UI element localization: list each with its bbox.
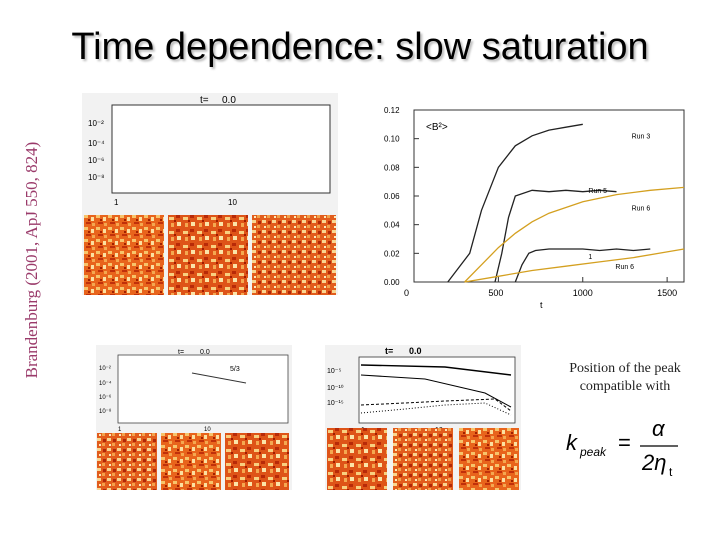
- slope-label: 5/3: [230, 366, 240, 373]
- formula-num: α: [652, 416, 666, 441]
- series-label: Run 5: [588, 188, 607, 195]
- pattern-3a: [327, 428, 387, 490]
- pattern-2c: [225, 433, 289, 490]
- y-tick-label: 0.10: [384, 135, 400, 144]
- y-tick: 10⁻¹⁵: [327, 400, 344, 407]
- time-label: t=: [385, 346, 393, 356]
- formula-lhs-sub: peak: [579, 445, 607, 459]
- spectrum-plot-top: t= 0.0 10⁻² 10⁻⁴ 10⁻⁶ 10⁻⁸ 1 10: [88, 95, 331, 207]
- pattern-3b: [393, 428, 453, 490]
- series-label: Run 6: [632, 205, 651, 212]
- time-value: 0.0: [200, 349, 210, 356]
- peak-formula: k peak = α 2η t: [566, 416, 678, 479]
- spectrum-plot-bottom-left: t= 0.0 5/3 10⁻² 10⁻⁴ 10⁻⁶ 10⁻⁸ 1 10: [99, 349, 289, 433]
- formula-lhs: k: [566, 430, 578, 455]
- y-tick: 10⁻⁶: [99, 394, 112, 401]
- series-line: [464, 248, 685, 283]
- time-value: 0.0: [222, 95, 236, 106]
- y-tick: 10⁻⁶: [88, 156, 104, 165]
- x-tick-label: 1500: [657, 288, 677, 298]
- pattern-2a: [97, 433, 157, 490]
- series-label: Run 3: [632, 134, 651, 141]
- peak-note: Position of the peak compatible with: [569, 361, 681, 394]
- pattern-3c: [459, 428, 519, 490]
- series-line: [514, 248, 651, 283]
- slide-title: Time dependence: slow saturation: [71, 26, 649, 68]
- pattern-1b: [168, 215, 248, 295]
- x-tick: 1: [114, 198, 119, 207]
- x-tick-label: 500: [488, 288, 503, 298]
- series-line: [464, 186, 685, 283]
- y-tick: 10⁻¹⁰: [327, 384, 344, 392]
- y-tick: 10⁻²: [99, 366, 111, 372]
- series-label: 1: [588, 254, 592, 261]
- x-tick-label: 0: [404, 288, 409, 298]
- formula-den: 2η: [641, 450, 666, 475]
- svg-text:=: =: [618, 430, 631, 455]
- formula-den-sub: t: [669, 465, 673, 479]
- y-tick-label: 0.00: [384, 278, 400, 287]
- x-tick: 1: [118, 427, 122, 433]
- y-tick: 10⁻⁵: [327, 368, 341, 375]
- energy-growth-chart: <B²> t 0.00 0.02 0.04 0.06 0.08 0.10 0.12 0 500 1…: [384, 106, 685, 310]
- y-tick: 10⁻⁸: [88, 173, 105, 182]
- y-tick: 10⁻⁴: [88, 139, 105, 148]
- pattern-2b: [161, 433, 221, 490]
- x-tick-label: 1000: [573, 288, 593, 298]
- time-value: 0.0: [409, 346, 422, 356]
- y-tick-label: 0.06: [384, 192, 400, 201]
- x-axis-label: t: [540, 300, 543, 310]
- y-tick-label: 0.12: [384, 106, 400, 115]
- spectrum-plot-bottom-mid: t= 0.0 10⁻⁵ 10⁻¹⁰ 10⁻¹⁵ 1 10: [327, 346, 516, 433]
- y-tick: 10⁻⁴: [99, 380, 112, 387]
- citation: Brandenburg (2001, ApJ 550, 824): [22, 141, 41, 379]
- pattern-1c: [252, 215, 336, 295]
- x-tick: 10: [204, 427, 211, 433]
- time-label: t=: [178, 349, 184, 356]
- y-tick-label: 0.02: [384, 249, 400, 258]
- time-label: t=: [200, 95, 209, 106]
- x-tick: 10: [228, 198, 237, 207]
- series-line: [494, 189, 617, 283]
- series-line: [447, 123, 583, 283]
- y-tick-label: 0.08: [384, 163, 400, 172]
- y-tick: 10⁻²: [88, 119, 104, 128]
- y-tick-label: 0.04: [384, 221, 400, 230]
- pattern-1a: [84, 215, 164, 295]
- series-label: Run 6: [615, 264, 634, 271]
- legend-label: <B²>: [426, 122, 448, 133]
- y-tick: 10⁻⁸: [99, 408, 112, 415]
